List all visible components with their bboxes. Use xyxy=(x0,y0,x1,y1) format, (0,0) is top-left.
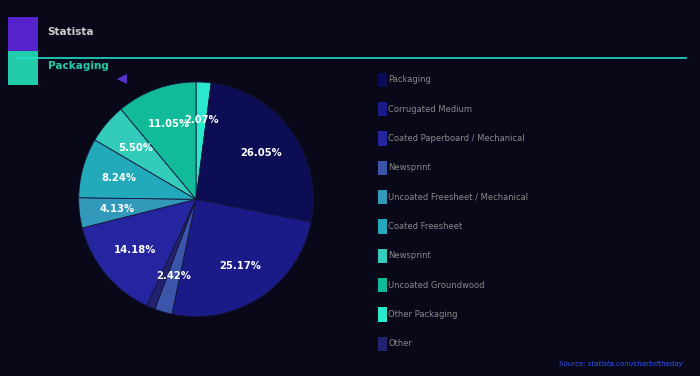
Text: 4.13%: 4.13% xyxy=(99,203,134,214)
Bar xyxy=(378,220,387,233)
Text: 11.05%: 11.05% xyxy=(148,119,190,129)
Text: 25.17%: 25.17% xyxy=(219,261,261,271)
Text: Newsprint: Newsprint xyxy=(389,251,431,260)
Bar xyxy=(378,190,387,204)
Text: 26.05%: 26.05% xyxy=(240,148,281,158)
Bar xyxy=(378,161,387,175)
Wedge shape xyxy=(78,198,196,228)
Text: Packaging: Packaging xyxy=(48,61,108,71)
Text: 2.07%: 2.07% xyxy=(184,115,218,125)
Text: Uncoated Groundwood: Uncoated Groundwood xyxy=(389,280,485,290)
Wedge shape xyxy=(172,199,311,317)
Wedge shape xyxy=(82,199,196,306)
Text: Newsprint: Newsprint xyxy=(389,163,431,172)
Wedge shape xyxy=(78,140,196,199)
Text: Corrugated Medium: Corrugated Medium xyxy=(389,105,473,114)
Text: Other Packaging: Other Packaging xyxy=(389,310,458,319)
Wedge shape xyxy=(155,199,196,314)
Bar xyxy=(378,337,387,351)
Text: Coated Freesheet: Coated Freesheet xyxy=(389,222,463,231)
Bar xyxy=(378,73,387,87)
Text: 8.24%: 8.24% xyxy=(102,173,136,183)
Text: Statista: Statista xyxy=(48,27,94,37)
Wedge shape xyxy=(196,83,314,222)
Wedge shape xyxy=(147,199,196,309)
Text: Packaging: Packaging xyxy=(389,75,431,84)
Text: Uncoated Freesheet / Mechanical: Uncoated Freesheet / Mechanical xyxy=(389,193,528,202)
Text: 14.18%: 14.18% xyxy=(113,245,156,255)
Text: Other: Other xyxy=(389,339,412,348)
Bar xyxy=(378,132,387,146)
Text: 2.42%: 2.42% xyxy=(156,271,191,281)
Text: Coated Paperboard / Mechanical: Coated Paperboard / Mechanical xyxy=(389,134,525,143)
Bar xyxy=(378,249,387,263)
Bar xyxy=(378,308,387,321)
Text: 5.50%: 5.50% xyxy=(118,143,153,153)
Bar xyxy=(378,102,387,116)
Wedge shape xyxy=(196,82,211,199)
Bar xyxy=(378,278,387,292)
Text: Source: statista.com/chartoftheday: Source: statista.com/chartoftheday xyxy=(559,361,682,367)
Wedge shape xyxy=(94,109,196,199)
Wedge shape xyxy=(121,82,196,199)
